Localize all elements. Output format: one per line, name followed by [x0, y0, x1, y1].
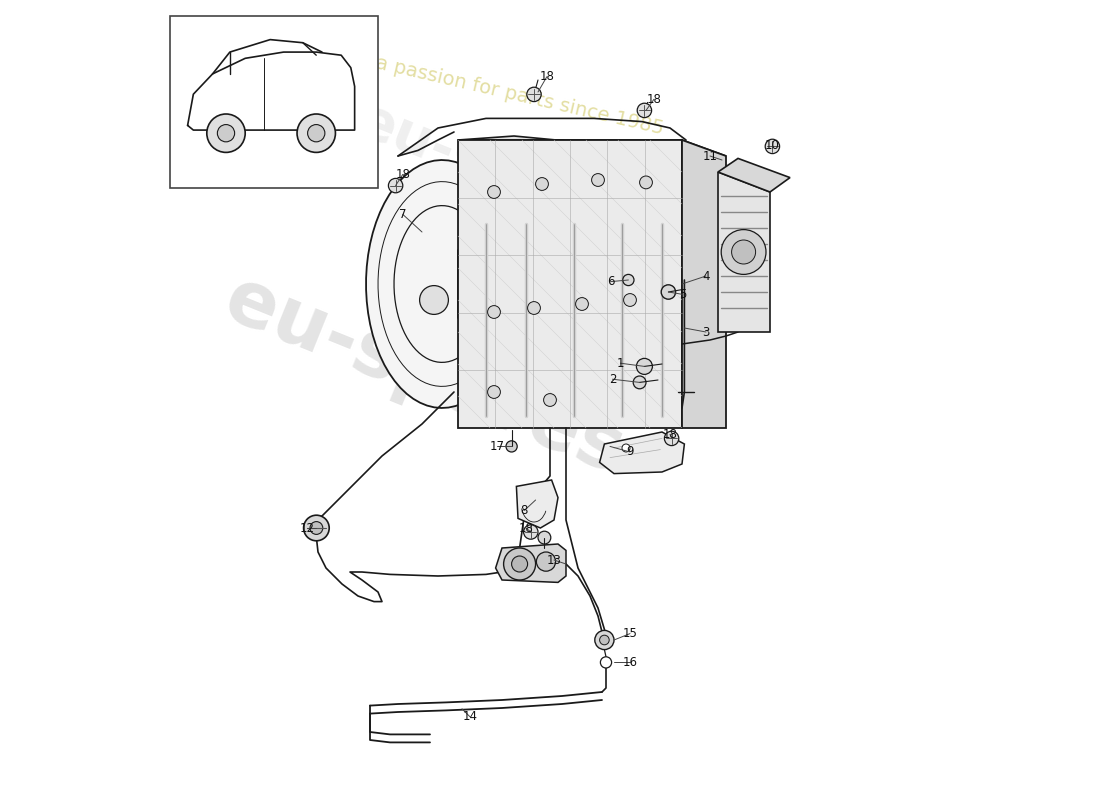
Polygon shape	[496, 544, 566, 582]
Circle shape	[297, 114, 336, 153]
Text: 18: 18	[647, 93, 661, 106]
Text: eu-spares: eu-spares	[350, 94, 656, 258]
Text: 18: 18	[662, 428, 678, 441]
Circle shape	[592, 174, 604, 186]
Bar	[170, 16, 378, 188]
Circle shape	[527, 87, 541, 102]
Circle shape	[538, 531, 551, 544]
Circle shape	[732, 240, 756, 264]
Circle shape	[487, 186, 500, 198]
Circle shape	[528, 302, 540, 314]
Text: a passion for parts since 1985: a passion for parts since 1985	[374, 54, 666, 138]
Circle shape	[664, 431, 679, 446]
Text: 9: 9	[626, 446, 634, 458]
Polygon shape	[458, 136, 726, 156]
Circle shape	[639, 176, 652, 189]
Text: 2: 2	[608, 373, 616, 386]
Text: 11: 11	[703, 150, 717, 162]
Polygon shape	[516, 480, 558, 528]
Circle shape	[766, 139, 780, 154]
Text: 18: 18	[395, 168, 410, 181]
Text: 7: 7	[399, 208, 407, 221]
Text: 15: 15	[623, 627, 637, 640]
Circle shape	[623, 274, 634, 286]
Polygon shape	[718, 172, 770, 332]
Text: 18: 18	[518, 522, 534, 534]
Text: eu-spares: eu-spares	[214, 262, 635, 490]
Text: 14: 14	[462, 710, 477, 723]
Text: 8: 8	[520, 504, 528, 517]
Text: 12: 12	[299, 522, 315, 534]
Circle shape	[304, 515, 329, 541]
Circle shape	[621, 444, 630, 452]
Text: 16: 16	[623, 656, 638, 669]
Circle shape	[388, 178, 403, 193]
Text: 4: 4	[702, 270, 710, 282]
Circle shape	[661, 285, 675, 299]
Polygon shape	[682, 140, 726, 428]
Circle shape	[637, 103, 651, 118]
Text: 3: 3	[702, 326, 710, 338]
Text: 1: 1	[617, 357, 624, 370]
Circle shape	[600, 635, 609, 645]
Circle shape	[504, 548, 536, 580]
Polygon shape	[600, 432, 684, 474]
Text: 10: 10	[764, 139, 780, 152]
Circle shape	[634, 376, 646, 389]
Circle shape	[218, 125, 234, 142]
Circle shape	[543, 394, 557, 406]
Circle shape	[575, 298, 589, 310]
Text: 17: 17	[490, 440, 505, 453]
Circle shape	[512, 556, 528, 572]
Circle shape	[207, 114, 245, 153]
Circle shape	[722, 230, 766, 274]
Circle shape	[310, 522, 322, 534]
Circle shape	[419, 286, 449, 314]
Circle shape	[536, 178, 549, 190]
Circle shape	[487, 386, 500, 398]
Text: 18: 18	[539, 70, 554, 83]
Polygon shape	[718, 158, 790, 192]
Circle shape	[595, 630, 614, 650]
Text: 13: 13	[547, 554, 561, 566]
Polygon shape	[458, 140, 682, 428]
Circle shape	[524, 525, 538, 539]
Circle shape	[308, 125, 324, 142]
Polygon shape	[366, 160, 514, 408]
Text: 5: 5	[679, 288, 686, 301]
Circle shape	[624, 294, 637, 306]
Circle shape	[506, 441, 517, 452]
Circle shape	[487, 306, 500, 318]
Circle shape	[601, 657, 612, 668]
Text: 6: 6	[607, 275, 615, 288]
Circle shape	[537, 552, 556, 571]
Circle shape	[637, 358, 652, 374]
